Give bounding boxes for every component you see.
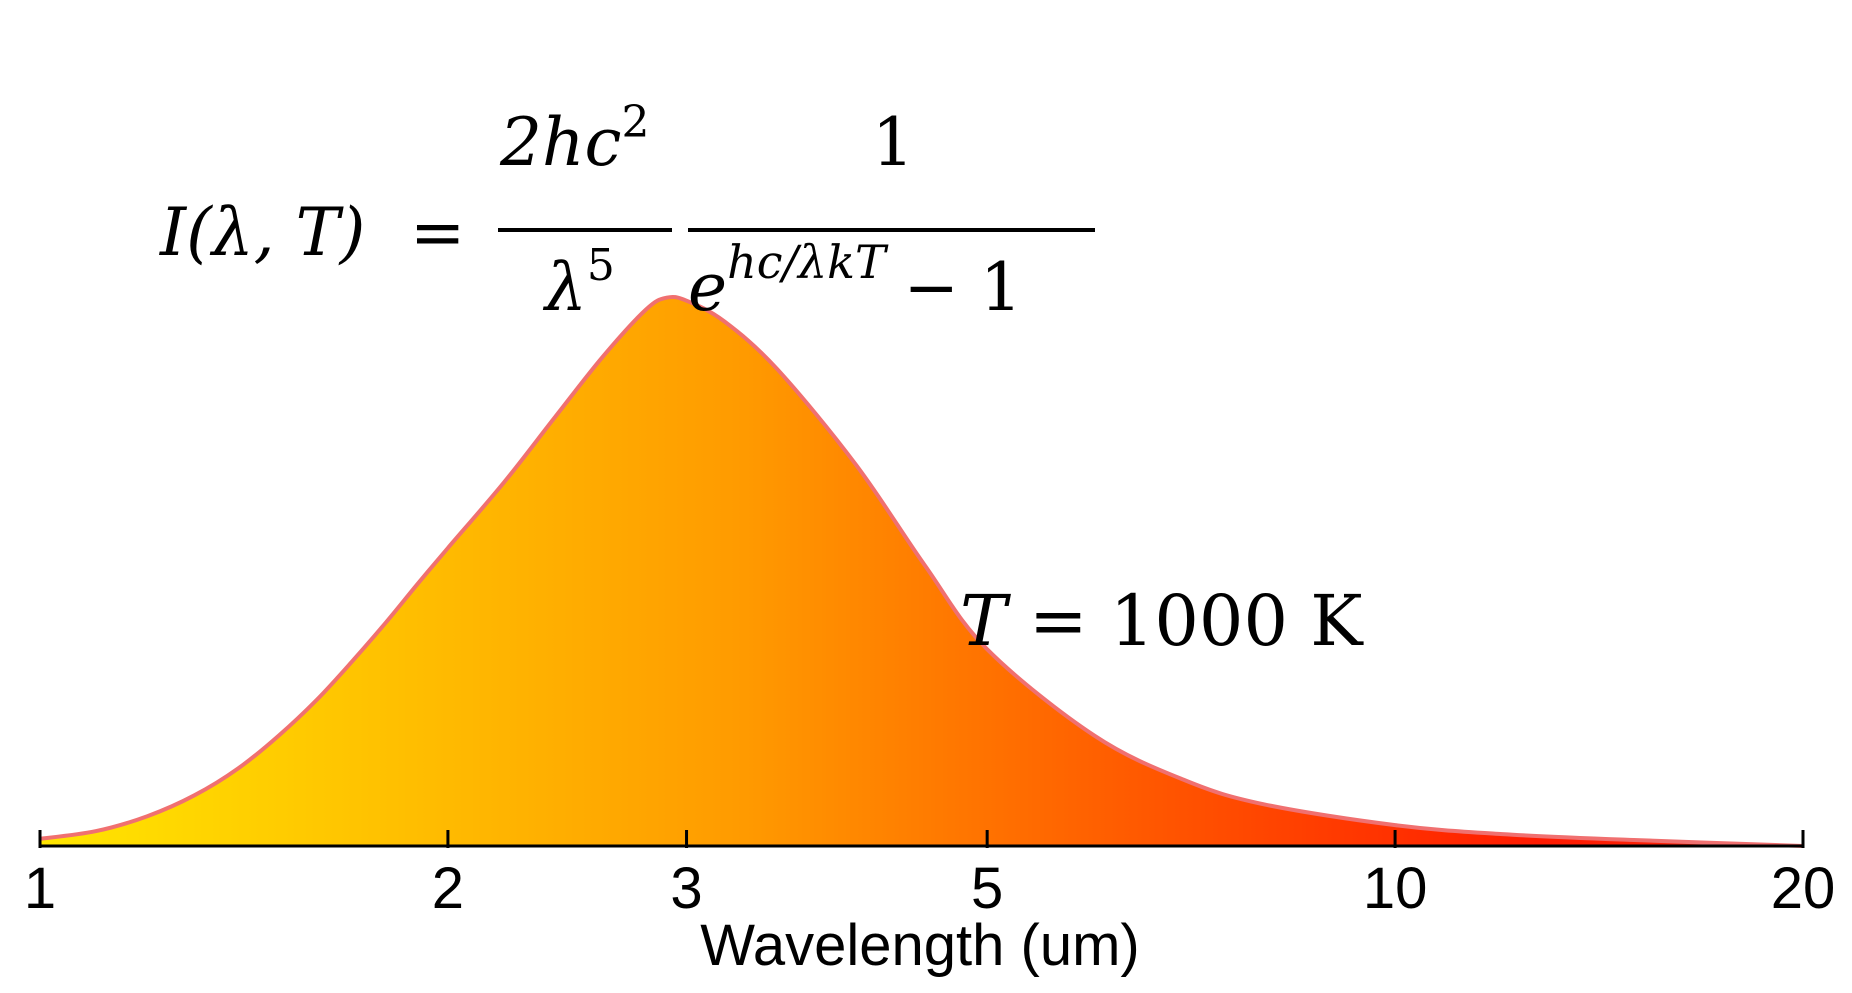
temperature-annotation: T = 1000 K: [960, 580, 1364, 662]
x-axis-title: Wavelength (um): [700, 913, 1139, 978]
x-tick-label-2: 2: [432, 856, 464, 921]
formula-frac2-den: ehc/λkT − 1: [688, 235, 1022, 326]
x-tick-label-5: 5: [971, 856, 1003, 921]
formula-frac1-den: λ5: [542, 240, 615, 326]
x-tick-label-10: 10: [1363, 856, 1428, 921]
x-tick-label-3: 3: [670, 856, 702, 921]
formula-equals: =: [410, 194, 465, 271]
spectrum-area: [40, 296, 1803, 846]
planck-formula: I(λ, T) = 2hc2 λ5 1 ehc/λkT − 1: [159, 97, 1095, 326]
x-tick-label-20: 20: [1771, 856, 1836, 921]
spectrum-curve: [39, 294, 1804, 848]
x-tick-label-1: 1: [24, 856, 56, 921]
formula-frac1-num: 2hc2: [499, 97, 649, 181]
formula-lhs: I(λ, T): [159, 194, 365, 271]
formula-frac2-num: 1: [872, 104, 914, 181]
x-axis-ticks: 1 2 3 5 10 20: [24, 830, 1835, 921]
